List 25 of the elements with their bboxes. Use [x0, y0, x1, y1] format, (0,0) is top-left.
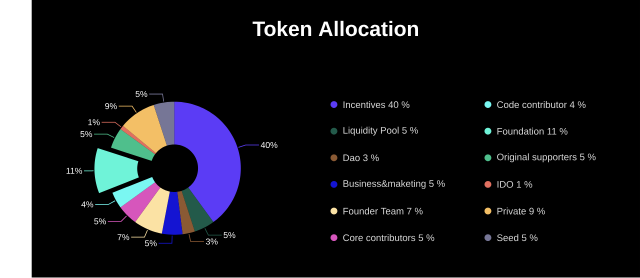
data-label: 3%: [206, 238, 218, 245]
legend-label: Code contributor 4 %: [497, 101, 586, 108]
legend-label: Liquidity Pool 5 %: [343, 126, 418, 136]
legend-label: Dao 3 %: [343, 154, 379, 162]
legend-label: Business&maketing 5 %: [343, 180, 445, 190]
data-label: 11%: [66, 168, 82, 174]
data-label: 40%: [260, 142, 278, 148]
legend-label: Foundation 11 %: [497, 128, 568, 135]
legend-label: Seed 5 %: [497, 234, 538, 242]
legend-label: Original supporters 5 %: [497, 154, 596, 162]
legend-label: IDO 1 %: [498, 181, 532, 188]
legend-label: Core contributors 5 %: [343, 234, 434, 242]
legend-label: Private 9 %: [497, 208, 545, 215]
data-label: 4%: [81, 202, 94, 208]
data-label: 1%: [88, 119, 100, 126]
data-label: 5%: [94, 218, 106, 225]
legend-label: Incentives 40 %: [344, 101, 410, 108]
data-label: 9%: [105, 103, 117, 110]
chart-title: Token Allocation: [252, 21, 418, 36]
data-label: 5%: [136, 91, 148, 98]
data-label: 7%: [118, 234, 130, 240]
data-label: 5%: [80, 131, 92, 138]
legend-label: Founder Team 7 %: [343, 208, 423, 215]
data-label: 5%: [144, 240, 157, 247]
data-label: 5%: [224, 232, 236, 238]
